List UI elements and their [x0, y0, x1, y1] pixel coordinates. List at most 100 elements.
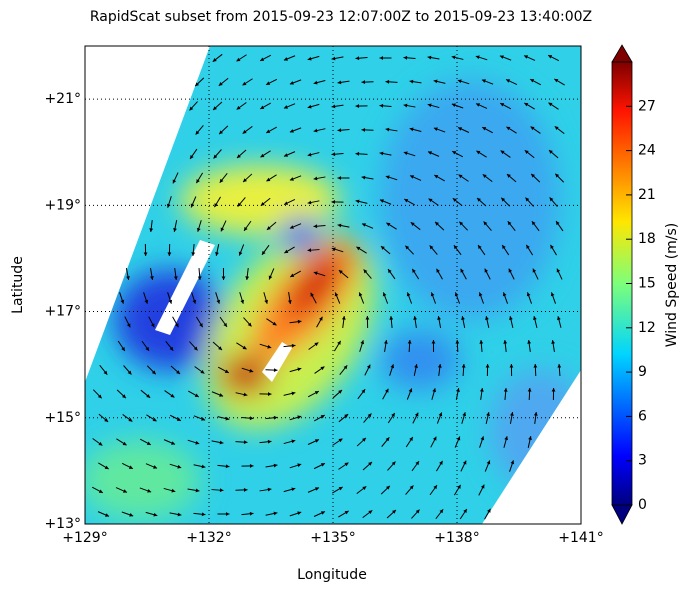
- wind-arrow-head: [195, 130, 200, 135]
- wind-arrow-head: [201, 512, 206, 517]
- wind-arrow-head: [556, 268, 561, 273]
- wind-arrow-head: [462, 412, 467, 417]
- wind-arrow-head: [431, 340, 436, 344]
- wind-arrow-head: [439, 509, 444, 514]
- wind-arrow-head: [289, 177, 294, 181]
- wind-arrow-head: [195, 488, 200, 493]
- wind-arrow-head: [459, 221, 464, 226]
- wind-arrow-head: [355, 104, 360, 108]
- wind-arrow-head: [213, 154, 218, 159]
- wind-arrow-head: [355, 151, 360, 156]
- wind-arrow-head: [214, 203, 218, 208]
- wind-arrow-head: [150, 276, 154, 280]
- x-tick-label: +138°: [434, 530, 479, 546]
- colorbar-tick-label: 24: [638, 143, 656, 159]
- wind-arrow-head: [249, 416, 254, 421]
- wind-arrow-head: [289, 129, 294, 133]
- wind-arrow-head: [126, 323, 131, 328]
- wind-arrow-head: [344, 462, 349, 467]
- wind-arrow-head: [173, 276, 178, 280]
- wind-arrow-head: [218, 82, 223, 86]
- wind-arrow-head: [307, 248, 312, 253]
- x-tick-label: +135°: [310, 530, 355, 546]
- wind-arrow-head: [548, 55, 553, 59]
- wind-arrow-head: [355, 56, 360, 61]
- wind-arrow-head: [481, 79, 486, 83]
- wind-arrow-head: [385, 79, 390, 84]
- wind-arrow-head: [503, 340, 508, 344]
- wind-arrow-head: [243, 487, 248, 492]
- wind-arrow-head: [291, 343, 296, 348]
- wind-arrow-head: [432, 388, 437, 393]
- wind-arrow-head: [483, 221, 488, 226]
- wind-arrow-head: [437, 316, 441, 320]
- wind-arrow-head: [247, 322, 252, 327]
- colorbar-tick-label: 18: [638, 231, 656, 247]
- y-tick-label: +17°: [44, 304, 81, 320]
- wind-arrow-head: [153, 512, 158, 517]
- colorbar-tick-label: 6: [638, 408, 647, 424]
- wind-arrow-head: [406, 292, 411, 297]
- wind-arrow-head: [380, 246, 385, 250]
- wind-arrow-head: [343, 365, 348, 370]
- wind-arrow-head: [429, 245, 434, 250]
- wind-arrow-head: [212, 58, 217, 62]
- wind-arrow-head: [524, 102, 529, 107]
- wind-arrow-head: [219, 393, 224, 397]
- wind-arrow-head: [433, 127, 438, 131]
- y-tick-label: +19°: [44, 197, 81, 213]
- wind-arrow-head: [242, 81, 247, 86]
- wind-arrow-head: [338, 270, 343, 274]
- wind-arrow-head: [243, 178, 247, 183]
- wind-arrow-head: [385, 437, 390, 442]
- wind-arrow-head: [362, 437, 366, 442]
- wind-arrow-head: [361, 389, 366, 394]
- wind-arrow-head: [261, 250, 266, 255]
- wind-arrow-head: [484, 268, 489, 273]
- wind-arrow-head: [216, 299, 221, 304]
- wind-arrow-head: [313, 128, 318, 133]
- wind-arrow-head: [122, 441, 127, 446]
- wind-arrow-head: [215, 252, 219, 256]
- wind-arrow-head: [103, 370, 108, 375]
- colorbar-tick-label: 0: [638, 497, 647, 513]
- wind-arrow-head: [482, 127, 487, 131]
- wind-arrow-head: [223, 322, 227, 327]
- wind-arrow-head: [291, 439, 296, 444]
- wind-arrow-head: [502, 244, 506, 249]
- wind-arrow-head: [104, 418, 109, 422]
- wind-arrow-head: [147, 489, 152, 493]
- wind-arrow-head: [405, 245, 410, 250]
- wind-arrow-head: [313, 176, 318, 181]
- wind-arrow-head: [236, 154, 241, 158]
- wind-arrow-head: [266, 226, 271, 230]
- wind-arrow-head: [242, 129, 247, 134]
- wind-arrow-head: [404, 199, 409, 203]
- wind-arrow-head: [266, 81, 271, 85]
- wind-arrow-head: [409, 436, 413, 441]
- wind-arrow-head: [382, 292, 387, 297]
- wind-arrow-head: [360, 340, 365, 345]
- wind-arrow-head: [453, 245, 458, 250]
- wind-arrow-head: [338, 438, 343, 443]
- wind-arrow-head: [533, 412, 538, 416]
- wind-arrow-head: [314, 391, 319, 395]
- y-tick-label: +15°: [44, 410, 81, 426]
- wind-arrow-head: [273, 368, 278, 373]
- wind-arrow-head: [458, 174, 463, 179]
- wind-arrow-head: [486, 460, 491, 465]
- wind-arrow-head: [548, 150, 553, 154]
- colorbar-tick-label: 9: [638, 364, 647, 380]
- wind-arrow-head: [169, 346, 174, 351]
- wind-arrow-head: [291, 487, 296, 492]
- wind-arrow-head: [550, 292, 555, 297]
- wind-arrow-head: [144, 299, 149, 304]
- wind-arrow-head: [554, 78, 559, 83]
- wind-arrow-head: [200, 369, 205, 374]
- wind-arrow-head: [219, 178, 224, 183]
- wind-arrow-head: [509, 316, 513, 321]
- wind-arrow-head: [337, 223, 342, 228]
- wind-arrow-head: [409, 485, 414, 490]
- wind-arrow-head: [433, 485, 437, 490]
- wind-arrow-head: [105, 513, 110, 517]
